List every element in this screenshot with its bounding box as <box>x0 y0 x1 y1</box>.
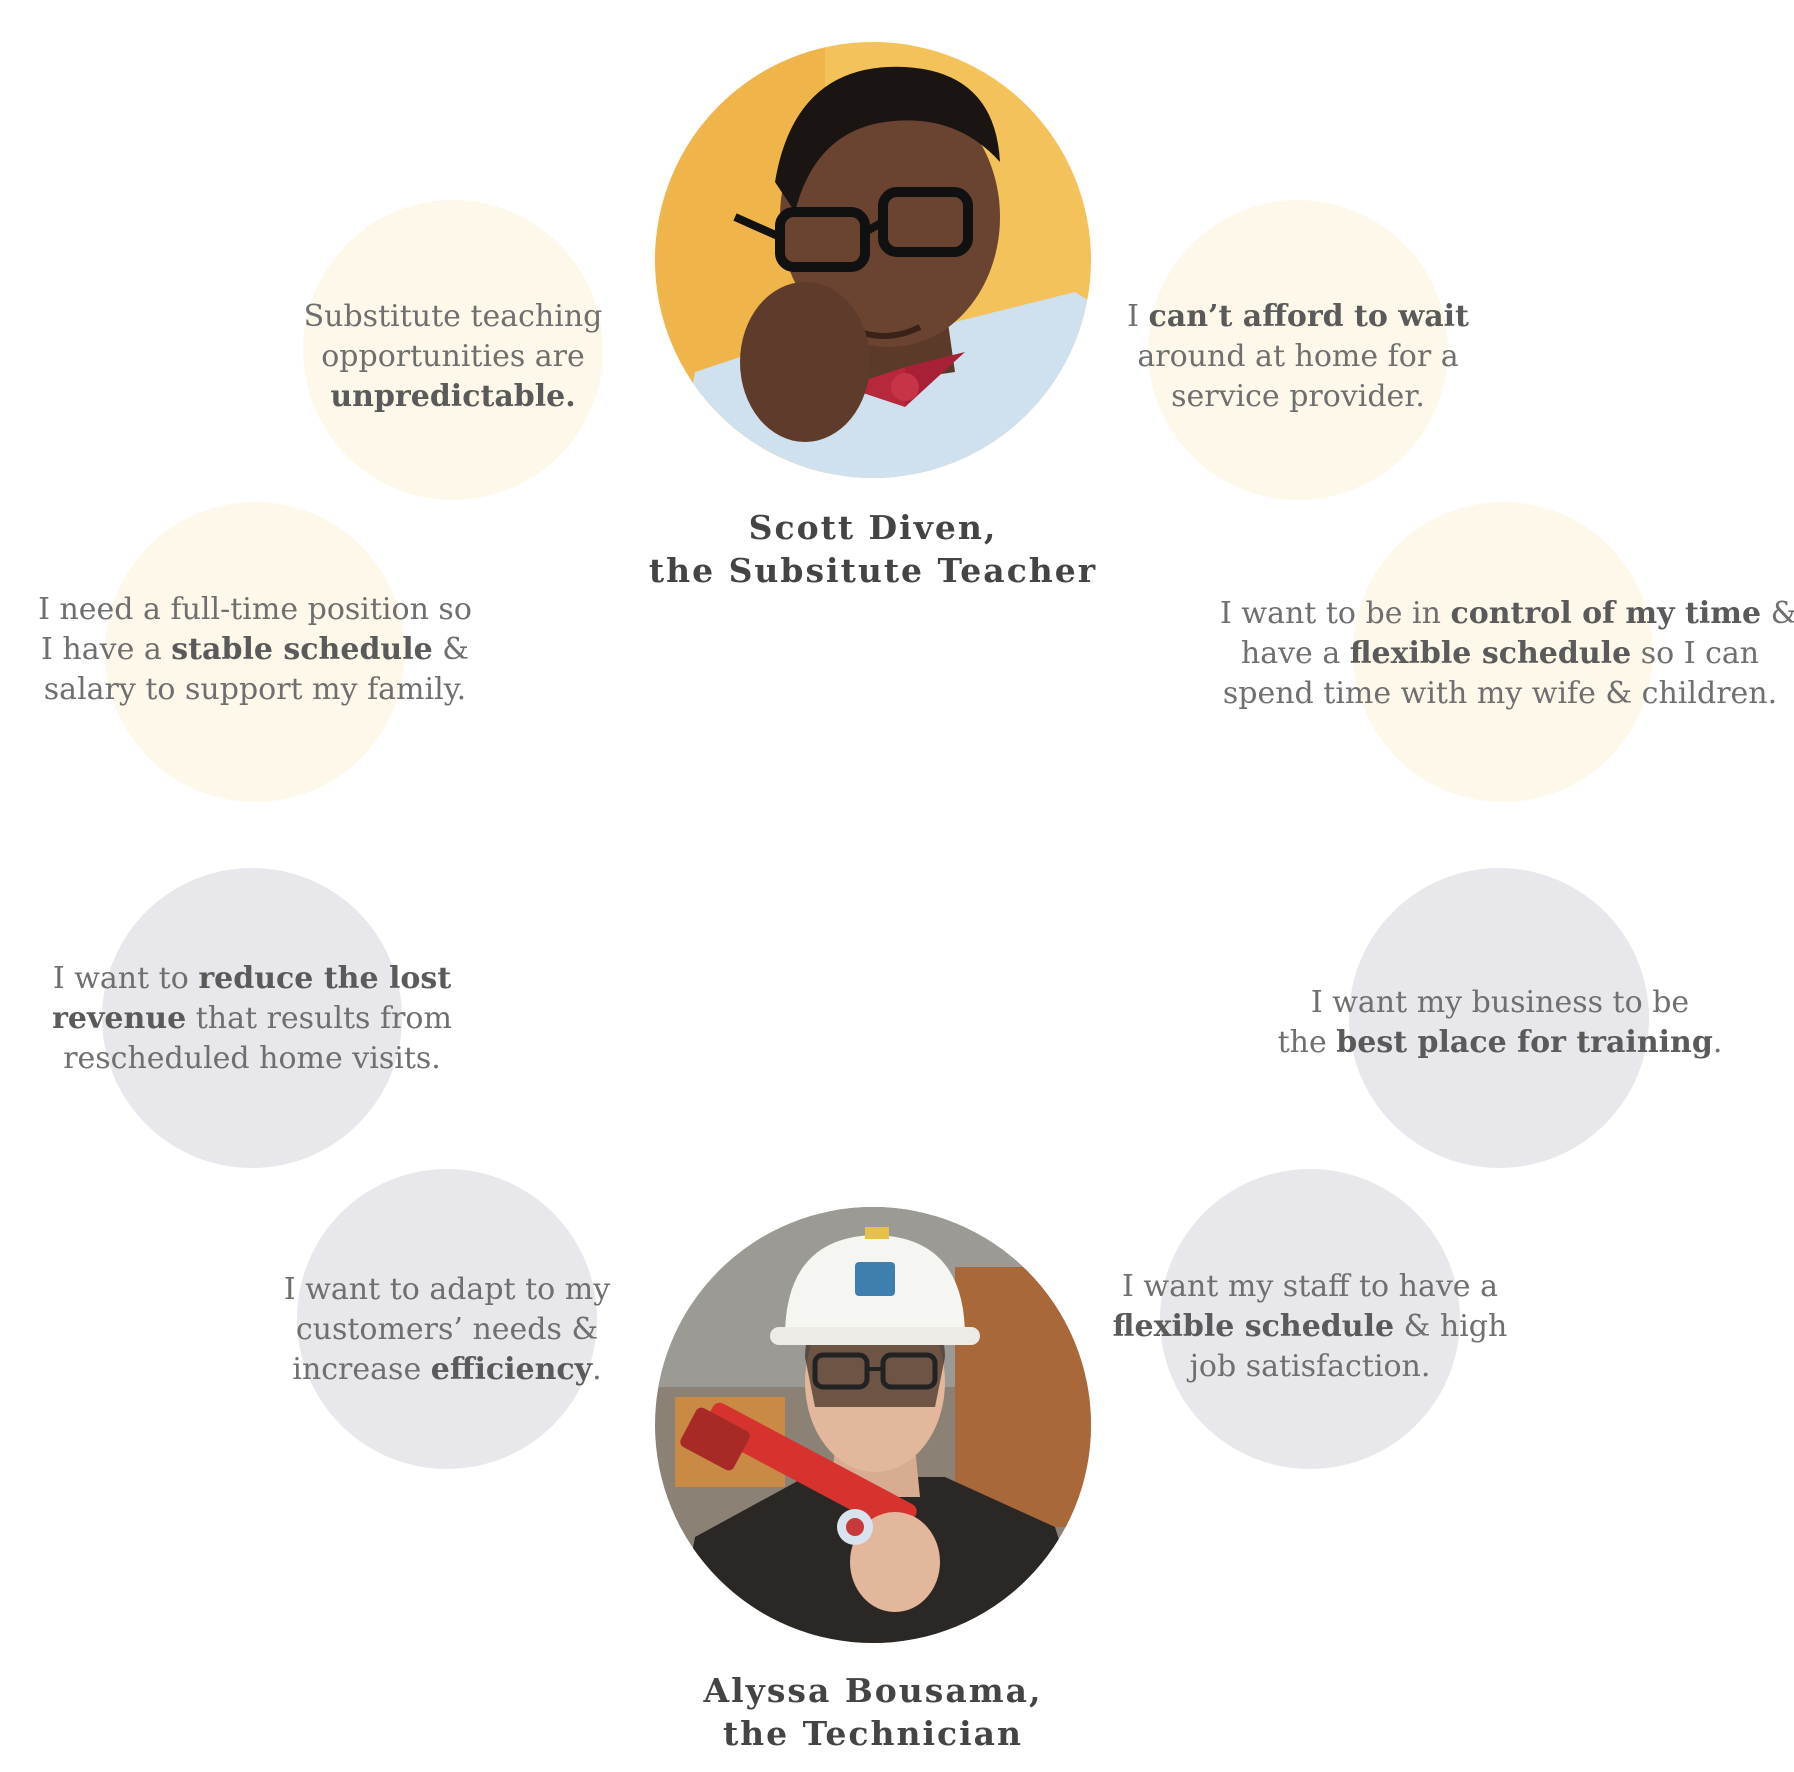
technician-bubble-1 <box>102 868 402 1168</box>
teacher-role: the Subsitute Teacher <box>648 551 1098 590</box>
teacher-name: Scott Diven, <box>748 508 998 547</box>
teacher-bubble-4 <box>1353 502 1653 802</box>
quote-best-place-for-training: I want my business to be the best place … <box>1277 985 1723 1060</box>
teacher-photo-illustration <box>655 42 1091 478</box>
technician-role: the Technician <box>722 1714 1024 1753</box>
quote-cant-afford-to-wait: I can’t afford to wait around at home fo… <box>1127 299 1469 414</box>
teacher-bubble-3 <box>105 502 405 802</box>
teacher-bubble-2 <box>1148 200 1448 500</box>
technician-caption: Alyssa Bousama, the Technician <box>573 1669 1173 1755</box>
teacher-bubble-1 <box>303 200 603 500</box>
teacher-caption: Scott Diven, the Subsitute Teacher <box>573 506 1173 592</box>
quote-control-of-time: I want to be in control of my time & hav… <box>1220 596 1794 711</box>
quote-reduce-lost-revenue: I want to reduce the lost revenue that r… <box>52 961 452 1076</box>
teacher-portrait <box>655 42 1091 478</box>
technician-bubble-3 <box>297 1169 597 1469</box>
technician-photo-illustration <box>655 1207 1091 1643</box>
technician-portrait <box>655 1207 1091 1643</box>
technician-bubble-2 <box>1349 868 1649 1168</box>
quote-staff-flexible-schedule: I want my staff to have a flexible sched… <box>1112 1269 1508 1384</box>
quote-unpredictable: Substitute teaching opportunities are un… <box>303 299 603 414</box>
technician-name: Alyssa Bousama, <box>703 1671 1043 1710</box>
quote-stable-schedule: I need a full-time position so I have a … <box>38 592 472 707</box>
technician-bubble-4 <box>1160 1169 1460 1469</box>
quote-efficiency: I want to adapt to my customers’ needs &… <box>283 1272 611 1387</box>
